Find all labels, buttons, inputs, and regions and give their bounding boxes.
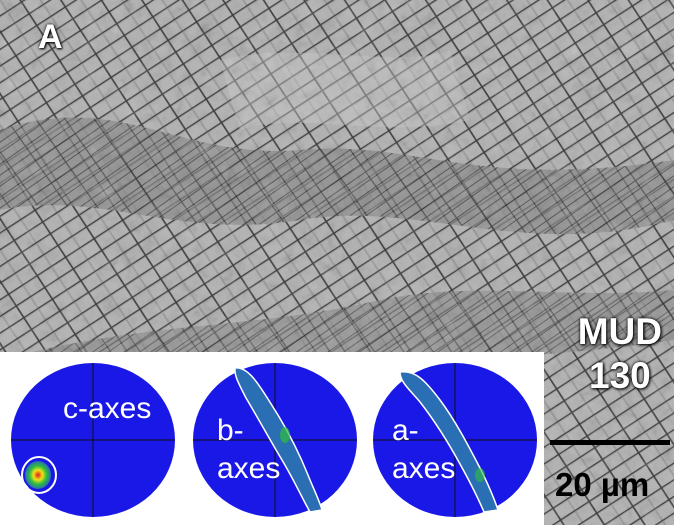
pole-figure-label-b-line2: axes [217,452,281,485]
sample-label-line1: MUD [577,311,662,352]
pole-figure-label-a-line1: a- [392,414,419,447]
pole-figure-label-c: c-axes [63,392,152,425]
pole-figure-label-a-line2: axes [392,452,456,485]
scale-bar [550,440,670,445]
sample-label-line2: 130 [589,355,651,396]
pole-figure-panel: c-axes b- axes a- axes [0,352,544,525]
pole-figure-c-axes [11,363,175,517]
pole-figure-label-b-line1: b- [217,414,244,447]
panel-label: A [38,18,63,56]
pole-figure-b-axes [193,363,357,517]
scale-bar-label: 20 µm [555,466,650,503]
pole-figure-a-axes [373,363,537,517]
sample-label: MUD 130 [578,310,662,398]
